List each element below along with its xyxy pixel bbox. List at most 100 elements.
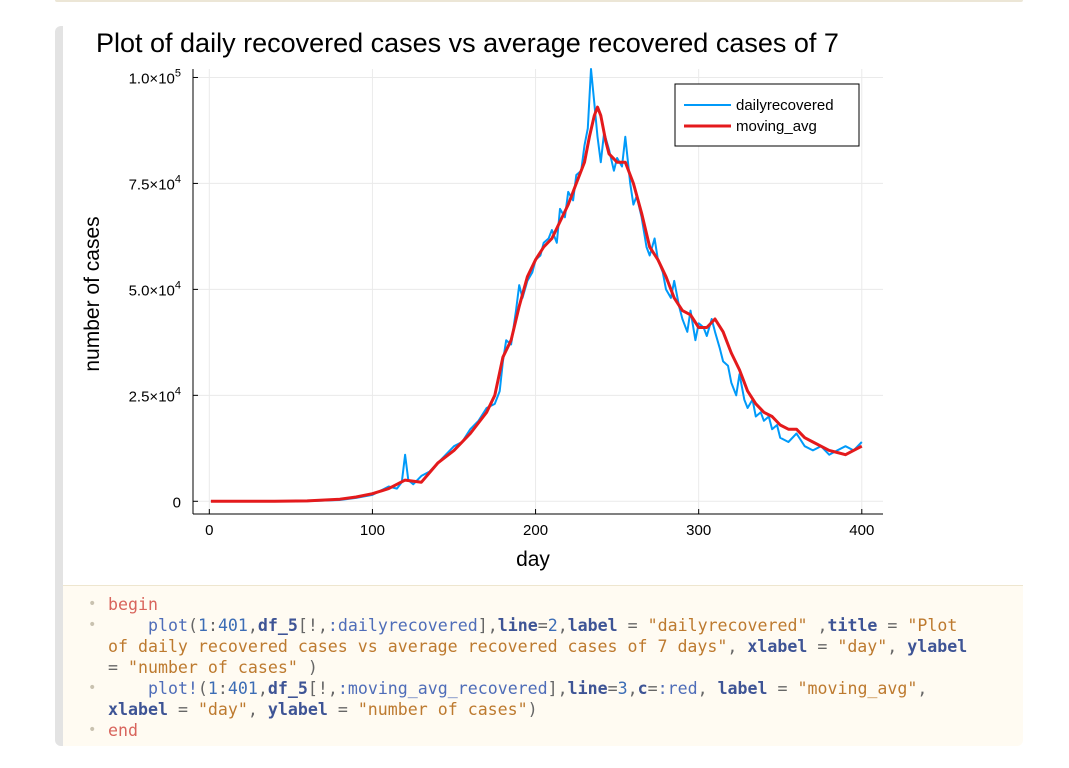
code-token: ylabel <box>907 637 968 656</box>
y-tick-label: 0 <box>173 494 181 511</box>
x-tick-label: 100 <box>360 522 385 539</box>
code-token: : <box>207 616 218 635</box>
code-token <box>108 679 148 698</box>
code-token: ], <box>477 616 498 635</box>
axes <box>192 69 883 515</box>
code-token: :moving_avg_recovered <box>337 679 548 698</box>
code-editor[interactable]: begin • plot(1:401,df_5[!,:dailyrecovered… <box>63 585 1023 746</box>
code-token: ( <box>187 616 198 635</box>
code-token: = <box>647 679 658 698</box>
code-token: "Plot <box>907 616 958 635</box>
code-line[interactable]: xlabel = "day", ylabel = "number of case… <box>108 699 538 720</box>
code-token: plot <box>147 616 188 635</box>
y-tick-label: 2.5×104 <box>129 385 181 405</box>
previous-cell-edge <box>55 0 1023 2</box>
code-token: :red <box>657 679 698 698</box>
code-token: 1 <box>197 616 208 635</box>
code-token: title <box>827 616 878 635</box>
scrollbar[interactable] <box>1060 0 1069 768</box>
notebook-cell[interactable]: Plot of daily recovered cases vs average… <box>55 26 1023 746</box>
code-token: "number of cases" <box>127 658 298 677</box>
cell-output: Plot of daily recovered cases vs average… <box>63 26 1023 584</box>
code-token: "moving_avg" <box>797 679 918 698</box>
code-token: ( <box>197 679 208 698</box>
code-token: 2 <box>547 616 558 635</box>
code-token: = <box>767 679 798 698</box>
x-tick-label: 400 <box>849 522 874 539</box>
code-token: = <box>617 616 648 635</box>
code-token: , <box>727 637 748 656</box>
code-token: , <box>807 616 828 635</box>
code-line[interactable]: end <box>108 720 138 741</box>
code-token: xlabel <box>108 700 168 719</box>
code-token: label <box>567 616 618 635</box>
code-token: of daily recovered cases vs average reco… <box>108 637 728 656</box>
code-token: ) <box>297 658 318 677</box>
line-chart: Plot of daily recovered cases vs average… <box>81 28 883 571</box>
code-token: , <box>557 616 568 635</box>
code-token: plot! <box>147 679 198 698</box>
code-token: = <box>607 679 618 698</box>
chart-title: Plot of daily recovered cases vs average… <box>96 28 839 58</box>
code-token: , <box>887 637 908 656</box>
code-token: df_5 <box>257 616 298 635</box>
code-token: , <box>697 679 718 698</box>
code-token: :dailyrecovered <box>327 616 478 635</box>
x-tick-label: 300 <box>686 522 711 539</box>
code-token: ) <box>527 700 538 719</box>
code-token: label <box>717 679 768 698</box>
code-token: "day" <box>837 637 888 656</box>
y-tick-label: 5.0×104 <box>129 279 181 299</box>
code-token: [!, <box>297 616 328 635</box>
code-token: ], <box>547 679 568 698</box>
code-token: 401 <box>227 679 258 698</box>
code-token: = <box>167 700 198 719</box>
code-token: df_5 <box>267 679 308 698</box>
code-token: 401 <box>217 616 248 635</box>
line-bullet: • <box>88 680 97 696</box>
code-token: = <box>327 700 358 719</box>
code-token: "dailyrecovered" <box>647 616 808 635</box>
code-token: , <box>247 616 258 635</box>
code-token: [!, <box>307 679 338 698</box>
code-token: ylabel <box>267 700 328 719</box>
tick-labels: 0 100 200 300 400 0 2.5×104 5.0×104 7.5×104 1.0×1… <box>129 67 875 539</box>
legend-label-moving_avg: moving_avg <box>736 118 817 135</box>
code-token: xlabel <box>747 637 808 656</box>
x-tick-label: 0 <box>205 522 213 539</box>
y-tick-label: 7.5×104 <box>129 173 181 193</box>
code-token: line <box>497 616 538 635</box>
code-token: = <box>108 658 128 677</box>
code-token: line <box>567 679 608 698</box>
legend-label-dailyrecovered: dailyrecovered <box>736 97 834 114</box>
y-tick-label: 1.0×105 <box>129 67 181 87</box>
code-token: = <box>877 616 908 635</box>
code-token: "number of cases" <box>357 700 528 719</box>
cell-drag-handle[interactable] <box>55 26 63 746</box>
code-line[interactable]: plot!(1:401,df_5[!,:moving_avg_recovered… <box>108 678 927 699</box>
code-token: "day" <box>197 700 248 719</box>
legend-box <box>674 83 860 147</box>
code-line[interactable]: begin <box>108 594 158 615</box>
series-line-moving_avg <box>210 105 863 503</box>
x-tick-label: 200 <box>523 522 548 539</box>
code-token: , <box>917 679 928 698</box>
code-token: , <box>627 679 638 698</box>
code-line[interactable]: = "number of cases" ) <box>108 657 318 678</box>
legend: dailyrecovered moving_avg <box>674 83 860 147</box>
code-token: = <box>537 616 548 635</box>
series-layer <box>210 68 863 503</box>
code-token: , <box>247 700 268 719</box>
code-token: , <box>257 679 268 698</box>
code-token: : <box>217 679 228 698</box>
line-bullet: • <box>88 596 97 612</box>
code-token <box>108 616 148 635</box>
code-token: = <box>807 637 838 656</box>
line-bullet: • <box>88 722 97 738</box>
code-line[interactable]: plot(1:401,df_5[!,:dailyrecovered],line=… <box>108 615 957 636</box>
code-line[interactable]: of daily recovered cases vs average reco… <box>108 636 967 657</box>
code-token: begin <box>108 595 158 614</box>
x-axis-label: day <box>516 548 550 571</box>
code-token: c <box>637 679 648 698</box>
code-token: end <box>108 721 138 740</box>
